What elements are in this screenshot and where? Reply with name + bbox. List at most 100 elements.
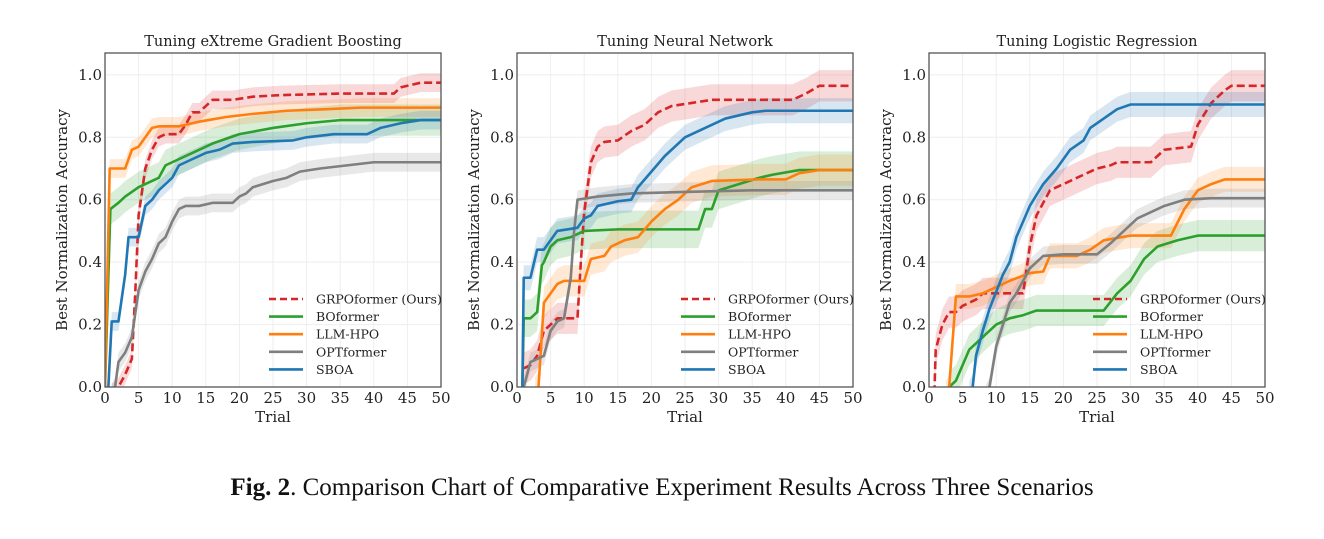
- y-tick-label: 0.2: [902, 316, 926, 334]
- x-axis-label: Trial: [255, 408, 291, 426]
- series-line: [521, 109, 853, 387]
- y-axis-label: Best Normalization Accuracy: [465, 109, 483, 331]
- x-tick-label: 50: [843, 389, 862, 407]
- x-tick-label: 5: [134, 389, 144, 407]
- x-tick-label: 15: [196, 389, 215, 407]
- legend: GRPOformer (Ours) BOformer LLM-HPO OPTforme…: [681, 292, 854, 377]
- legend-label: OPTformer: [728, 344, 798, 359]
- legend-label: GRPOformer (Ours): [1140, 292, 1266, 307]
- y-tick-label: 0.6: [490, 191, 514, 209]
- y-tick-label: 0.4: [490, 253, 514, 271]
- x-tick-label: 45: [810, 389, 829, 407]
- x-tick-label: 45: [398, 389, 417, 407]
- x-tick-label: 0: [512, 389, 522, 407]
- confidence-band: [949, 220, 1265, 387]
- x-tick-label: 25: [675, 389, 694, 407]
- y-tick-label: 0.4: [78, 253, 102, 271]
- y-tick-label: 0.2: [490, 316, 514, 334]
- x-tick-label: 25: [263, 389, 282, 407]
- series-line: [537, 168, 853, 387]
- chart-panel-2: 0 5 10 15 20 25 30 35 40 45 50 0.0 0.2 0.4 0.6 0.8 1.0 Tu…: [465, 34, 863, 426]
- figure: 0 5 10 15 20 25 30 35 40 45 500.00.20.40.60.81.0Tu…: [53, 34, 1275, 426]
- x-axis-label: Trial: [1079, 408, 1115, 426]
- series-line: [933, 84, 1265, 387]
- series-line: [522, 189, 853, 387]
- x-axis-label: Trial: [667, 408, 703, 426]
- series-line: [116, 81, 441, 387]
- y-tick-label: 0.4: [902, 253, 926, 271]
- legend-label: GRPOformer (Ours): [728, 292, 854, 307]
- series-line: [948, 234, 1265, 387]
- y-tick-label: 0.0: [78, 378, 102, 396]
- series-line: [971, 103, 1265, 387]
- y-tick-label: 0.0: [490, 378, 514, 396]
- y-tick-label: 0.8: [490, 128, 514, 146]
- x-tick-label: 20: [1054, 389, 1073, 407]
- legend-label: SBOA: [316, 362, 354, 377]
- series-line: [105, 118, 441, 387]
- y-tick-label: 0.8: [902, 128, 926, 146]
- chart-panel-3: 0 5 10 15 20 25 30 35 40 45 50 0.0 0.2 0.4 0.6 0.8 1.0 Tu…: [877, 34, 1275, 426]
- x-tick-label: 15: [1020, 389, 1039, 407]
- plot-frame: [928, 52, 1266, 388]
- x-tick-label: 10: [987, 389, 1006, 407]
- x-tick-label: 30: [1121, 389, 1140, 407]
- x-tick-label: 20: [230, 389, 249, 407]
- x-tick-label: 0: [924, 389, 934, 407]
- x-tick-label: 20: [642, 389, 661, 407]
- legend-label: SBOA: [728, 362, 766, 377]
- y-tick-label: 0.2: [78, 316, 102, 334]
- legend-label: LLM-HPO: [1140, 327, 1203, 342]
- figure-caption-text: . Comparison Chart of Comparative Experi…: [290, 474, 1094, 501]
- y-tick-label: 0.6: [902, 191, 926, 209]
- x-tick-label: 30: [709, 389, 728, 407]
- figure-caption-label: Fig. 2: [230, 474, 291, 501]
- chart-panel-1: 0 5 10 15 20 25 30 35 40 45 50 0.0 0.2 0.4 0.6 0.8 1.0 Tu…: [53, 34, 451, 426]
- confidence-band: [523, 70, 853, 384]
- x-tick-label: 5: [546, 389, 556, 407]
- plot-area: [521, 70, 853, 387]
- plot-area: [105, 73, 441, 387]
- x-tick-label: 5: [958, 389, 968, 407]
- plot-frame: [516, 52, 854, 388]
- y-tick-label: 0.0: [902, 378, 926, 396]
- chart-title: Tuning Logistic Regression: [996, 34, 1197, 50]
- x-tick-label: 25: [1087, 389, 1106, 407]
- y-tick-label: 1.0: [78, 66, 102, 84]
- x-tick-label: 10: [575, 389, 594, 407]
- chart-title: Tuning Neural Network: [597, 34, 773, 50]
- x-tick-label: 35: [331, 389, 350, 407]
- y-tick-label: 0.6: [78, 191, 102, 209]
- confidence-band: [105, 104, 441, 387]
- x-tick-label: 0: [100, 389, 110, 407]
- y-axis-label: Best Normalization Accuracy: [53, 109, 71, 331]
- legend-label: GRPOformer (Ours): [316, 292, 442, 307]
- legend-label: OPTformer: [1140, 344, 1210, 359]
- legend-label: LLM-HPO: [728, 327, 791, 342]
- confidence-band: [111, 152, 441, 387]
- plot-area: [933, 70, 1265, 387]
- x-tick-label: 40: [1188, 389, 1207, 407]
- chart-title: Tuning eXtreme Gradient Boosting: [144, 34, 401, 50]
- series-line: [947, 178, 1265, 387]
- legend-label: BOformer: [1140, 309, 1203, 324]
- x-tick-label: 50: [1255, 389, 1274, 407]
- x-tick-label: 45: [1222, 389, 1241, 407]
- y-tick-label: 1.0: [902, 66, 926, 84]
- legend: GRPOformer (Ours) BOformer LLM-HPO OPTforme…: [1093, 292, 1266, 377]
- legend-label: OPTformer: [316, 344, 386, 359]
- x-tick-label: 30: [297, 389, 316, 407]
- confidence-band: [945, 166, 1265, 387]
- plot-frame: [104, 52, 442, 388]
- legend-label: BOformer: [316, 309, 379, 324]
- legend: GRPOformer (Ours) BOformer LLM-HPO OPTforme…: [269, 292, 442, 377]
- figure-caption: Fig. 2. Comparison Chart of Comparative …: [0, 474, 1324, 502]
- x-tick-label: 40: [364, 389, 383, 407]
- legend-label: LLM-HPO: [316, 327, 379, 342]
- x-tick-label: 50: [431, 389, 450, 407]
- y-axis-label: Best Normalization Accuracy: [877, 109, 895, 331]
- y-tick-label: 0.8: [78, 128, 102, 146]
- confidence-band: [934, 70, 1265, 387]
- x-tick-label: 35: [1155, 389, 1174, 407]
- legend-label: SBOA: [1140, 362, 1178, 377]
